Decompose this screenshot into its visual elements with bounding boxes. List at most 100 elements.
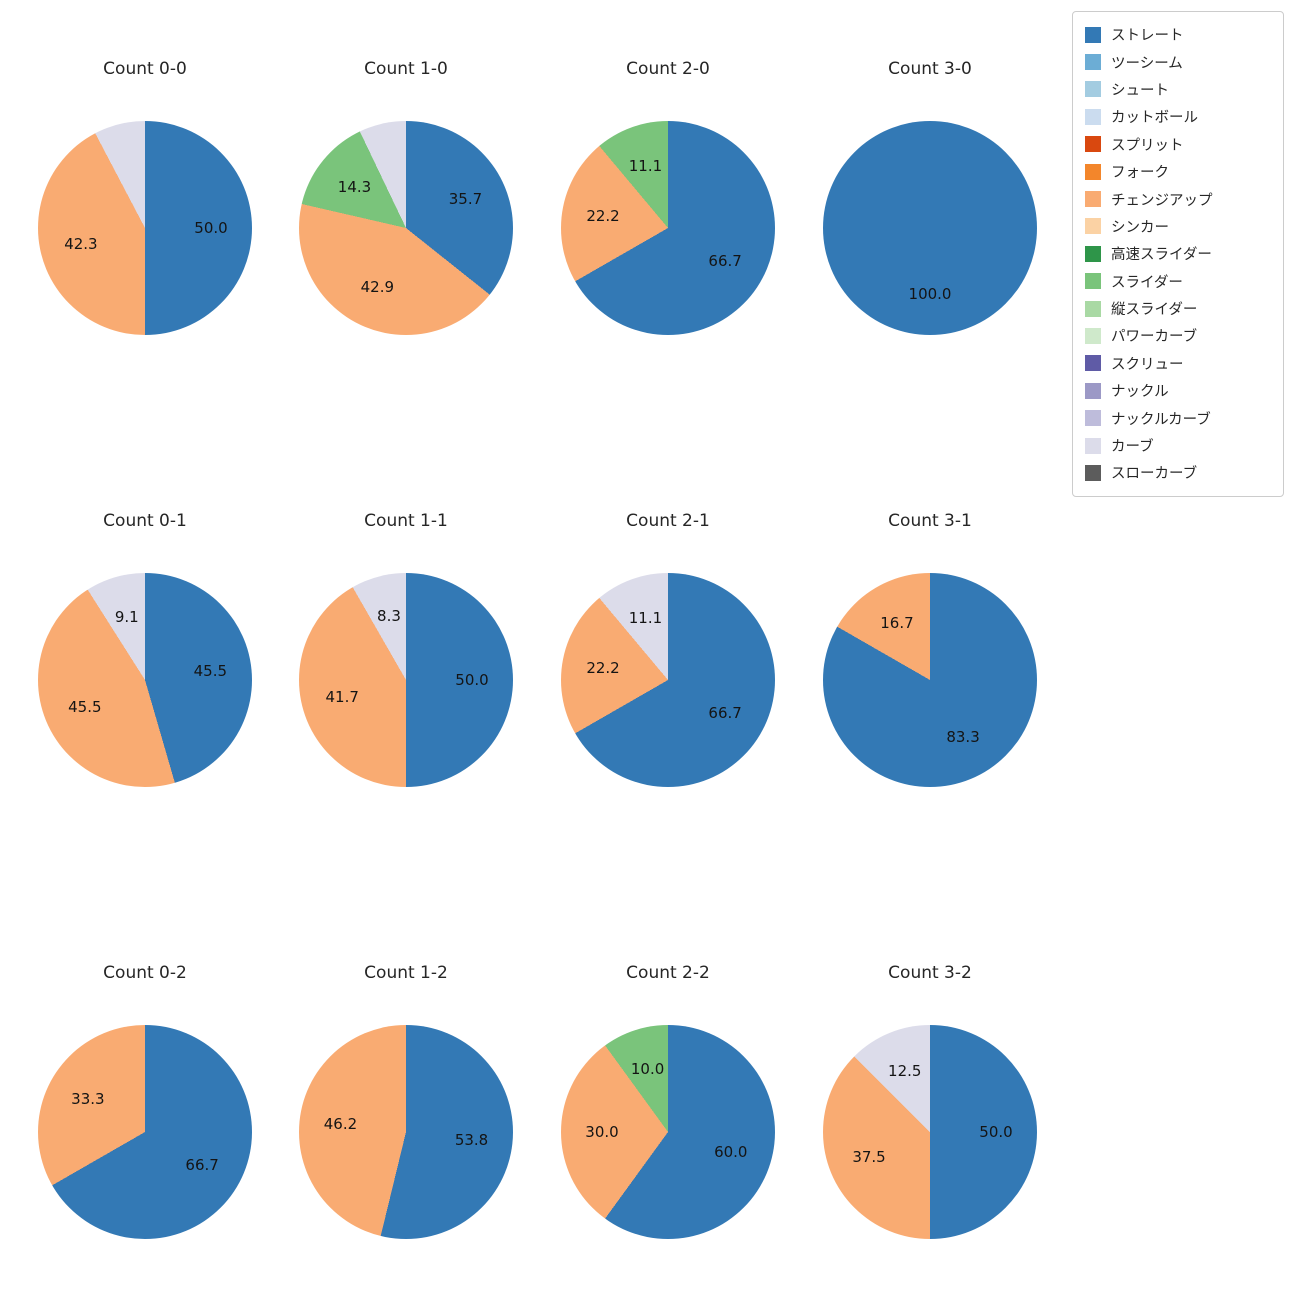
legend-item-label: スライダー: [1111, 274, 1183, 291]
legend-color-swatch: [1085, 191, 1101, 208]
legend-item-label: フォーク: [1111, 165, 1169, 182]
legend-item-label: 高速スライダー: [1111, 247, 1212, 264]
pie: 83.3 16.7: [823, 573, 1037, 787]
pie: 66.7 33.3: [38, 1025, 252, 1239]
pie-slice-label: 22.2: [586, 659, 620, 678]
pie-chart-count-2-1: Count 2-1 66.7 22.2 11.1: [538, 509, 798, 787]
pie-slice-label: 16.7: [880, 613, 914, 632]
legend-color-swatch: [1085, 26, 1101, 43]
pie-chart-count-1-1: Count 1-1 50.0 41.7 8.3: [276, 509, 536, 787]
pie-slice-label: 14.3: [337, 177, 372, 196]
pie-slice-label: 83.3: [946, 728, 980, 747]
legend-color-swatch: [1085, 382, 1101, 399]
legend-item-label: チェンジアップ: [1111, 192, 1213, 209]
legend-item: シュート: [1085, 76, 1271, 103]
pie-slice-label: 100.0: [908, 285, 952, 303]
pie-slice-label: 66.7: [185, 1156, 219, 1175]
pie-slice-label: 46.2: [323, 1115, 358, 1134]
legend-color-swatch: [1085, 163, 1101, 180]
legend-color-swatch: [1085, 245, 1101, 262]
legend-color-swatch: [1085, 136, 1101, 153]
pie-slice-label: 66.7: [708, 704, 742, 723]
pie-slice-label: 42.9: [360, 278, 395, 297]
legend-item: スプリット: [1085, 131, 1271, 158]
legend-color-swatch: [1085, 327, 1101, 344]
chart-title: Count 0-0: [103, 59, 187, 79]
pie-slice-label: 11.1: [628, 608, 663, 627]
legend-item-label: シュート: [1111, 82, 1169, 99]
legend-color-swatch: [1085, 300, 1101, 317]
pie-slice-label: 41.7: [325, 688, 359, 706]
pie-slice-label: 45.5: [68, 698, 102, 717]
pie-chart-count-2-0: Count 2-0 66.7 22.2 11.1: [538, 57, 798, 335]
legend-color-swatch: [1085, 54, 1101, 71]
legend-item: スローカーブ: [1085, 459, 1271, 486]
pie-chart-count-1-2: Count 1-2 53.8 46.2: [276, 961, 536, 1239]
pie-slice-label: 10.0: [630, 1060, 665, 1079]
legend-color-swatch: [1085, 108, 1101, 125]
pie-slice-label: 42.3: [64, 234, 98, 253]
pie-slice-label: 11.1: [628, 156, 663, 175]
legend-color-swatch: [1085, 410, 1101, 427]
pie-slice-label: 60.0: [714, 1143, 748, 1162]
legend-item-label: スローカーブ: [1111, 466, 1198, 483]
chart-title: Count 1-1: [364, 511, 448, 531]
pie: 53.8 46.2: [299, 1025, 513, 1239]
legend-item: ナックル: [1085, 377, 1271, 404]
legend-item: 高速スライダー: [1085, 240, 1271, 267]
legend-item: ストレート: [1085, 21, 1271, 48]
legend-item-label: パワーカーブ: [1111, 329, 1198, 346]
pie-slice-label: 37.5: [852, 1148, 886, 1167]
pie-slice-label: 33.3: [71, 1089, 105, 1108]
pie: 100.0: [823, 121, 1037, 335]
pie: 50.0 42.3: [38, 121, 252, 335]
chart-title: Count 3-1: [888, 511, 972, 531]
pie-slice-label: 22.2: [586, 207, 620, 226]
legend-item-label: ストレート: [1111, 28, 1184, 45]
chart-title: Count 0-1: [103, 511, 187, 531]
legend-item: ナックルカーブ: [1085, 404, 1271, 431]
legend-color-swatch: [1085, 355, 1101, 372]
pie: 60.0 30.0 10.0: [561, 1025, 775, 1239]
legend-color-swatch: [1085, 437, 1101, 454]
chart-title: Count 1-2: [364, 963, 448, 983]
legend-item-label: スクリュー: [1111, 356, 1184, 373]
pie: 66.7 22.2 11.1: [561, 573, 775, 787]
legend-item-label: ナックル: [1111, 384, 1169, 401]
legend-item: カーブ: [1085, 432, 1271, 459]
chart-title: Count 3-2: [888, 963, 972, 983]
legend-item: シンカー: [1085, 213, 1271, 240]
chart-title: Count 0-2: [103, 963, 187, 983]
pie-slice-label: 53.8: [454, 1130, 489, 1149]
legend-item-label: ナックルカーブ: [1111, 411, 1211, 428]
pie-chart-count-1-0: Count 1-0 35.7 42.9 14.3: [276, 57, 536, 335]
pie-chart-count-0-2: Count 0-2 66.7 33.3: [15, 961, 275, 1239]
chart-title: Count 2-1: [626, 511, 710, 531]
legend-item: ツーシーム: [1085, 48, 1271, 75]
legend-item: チェンジアップ: [1085, 185, 1271, 212]
legend-item: スクリュー: [1085, 350, 1271, 377]
legend-item-label: カーブ: [1111, 439, 1154, 456]
legend-item-label: スプリット: [1111, 137, 1184, 154]
pie-chart-count-0-1: Count 0-1 45.5 45.5 9.1: [15, 509, 275, 787]
legend-color-swatch: [1085, 273, 1101, 290]
legend-item: パワーカーブ: [1085, 322, 1271, 349]
pie-slice-label: 12.5: [888, 1062, 922, 1081]
chart-title: Count 3-0: [888, 59, 972, 79]
pie-slice-label: 9.1: [114, 607, 139, 626]
pie: 50.0 41.7 8.3: [299, 573, 513, 787]
legend-item: カットボール: [1085, 103, 1271, 130]
pie: 35.7 42.9 14.3: [299, 121, 513, 335]
legend-color-swatch: [1085, 81, 1101, 98]
pie-slice-label: 8.3: [377, 607, 401, 626]
legend-color-swatch: [1085, 464, 1101, 481]
pie-slice-label: 50.0: [455, 671, 489, 689]
pie-slice-label: 35.7: [448, 190, 483, 209]
pie: 66.7 22.2 11.1: [561, 121, 775, 335]
pie-chart-count-0-0: Count 0-0 50.0 42.3: [15, 57, 275, 335]
pie-slice-label: 50.0: [194, 219, 228, 237]
legend-item-label: ツーシーム: [1111, 55, 1183, 72]
pie-chart-count-2-2: Count 2-2 60.0 30.0 10.0: [538, 961, 798, 1239]
legend-item-label: シンカー: [1111, 219, 1169, 236]
